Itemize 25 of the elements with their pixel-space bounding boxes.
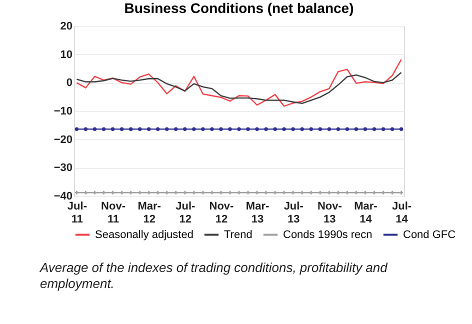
x-tick-label: Jul-11 [67,200,88,226]
x-tick-label: Nov-11 [101,200,126,226]
y-tick-label: −20 [54,134,72,146]
legend-label: Conds 1990s recn [283,228,372,241]
x-tick-label: Mar-12 [138,200,162,226]
y-tick-label: −10 [54,106,72,118]
legend-label: Trend [224,228,252,241]
line-series [76,72,402,104]
y-tick-label: −30 [54,162,72,174]
x-tick-label: Nov-13 [317,200,342,226]
x-tick-label: Nov-12 [209,200,234,226]
line-series [76,58,402,107]
y-tick-label: −40 [54,190,72,202]
y-tick-label: 10 [60,48,72,61]
y-tick-label: 0 [66,77,72,90]
x-tick-label: Jul-13 [284,200,304,226]
legend-label: Cond GFC [403,228,456,241]
x-tick-label: Jul-14 [392,200,412,226]
x-tick-label: Mar-14 [354,200,378,226]
y-tick-label: 20 [60,20,72,32]
x-tick-label: Jul-12 [176,200,196,226]
legend-label: Seasonally adjusted [95,228,194,241]
chart-title: Business Conditions (net balance) [124,0,354,16]
text: Average of the indexes of trading conditions, profitability and employment. [39,260,388,291]
x-tick-label: Mar-13 [246,200,270,226]
